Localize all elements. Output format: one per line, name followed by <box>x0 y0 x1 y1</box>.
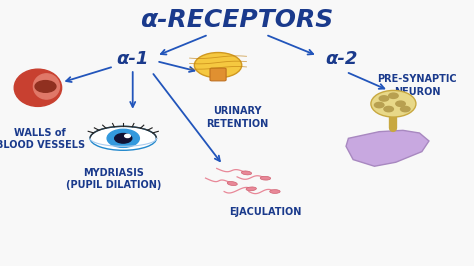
Circle shape <box>389 93 398 98</box>
Text: WALLS of
BLOOD VESSELS: WALLS of BLOOD VESSELS <box>0 128 85 150</box>
Text: α-RECEPTORS: α-RECEPTORS <box>140 8 334 32</box>
Ellipse shape <box>90 126 156 150</box>
Ellipse shape <box>270 190 280 193</box>
Circle shape <box>379 96 389 101</box>
Circle shape <box>396 101 405 106</box>
Text: MYDRIASIS
(PUPIL DILATION): MYDRIASIS (PUPIL DILATION) <box>66 168 162 190</box>
Text: URINARY
RETENTION: URINARY RETENTION <box>206 106 268 129</box>
FancyBboxPatch shape <box>210 68 226 81</box>
Circle shape <box>401 106 410 112</box>
Ellipse shape <box>194 53 242 78</box>
Ellipse shape <box>14 69 62 106</box>
Circle shape <box>35 81 56 92</box>
Ellipse shape <box>227 181 237 186</box>
Text: α-1: α-1 <box>117 49 149 68</box>
Ellipse shape <box>371 90 416 117</box>
Ellipse shape <box>246 187 256 191</box>
Ellipse shape <box>260 176 271 180</box>
Ellipse shape <box>33 74 60 99</box>
Circle shape <box>107 129 139 147</box>
Text: PRE-SYNAPTIC
NEURON: PRE-SYNAPTIC NEURON <box>377 74 457 97</box>
Ellipse shape <box>241 171 252 175</box>
Polygon shape <box>346 130 429 166</box>
Circle shape <box>115 134 132 143</box>
Circle shape <box>125 134 130 138</box>
Circle shape <box>384 106 393 112</box>
Text: EJACULATION: EJACULATION <box>229 207 301 218</box>
Circle shape <box>374 102 384 108</box>
Text: α-2: α-2 <box>325 49 357 68</box>
